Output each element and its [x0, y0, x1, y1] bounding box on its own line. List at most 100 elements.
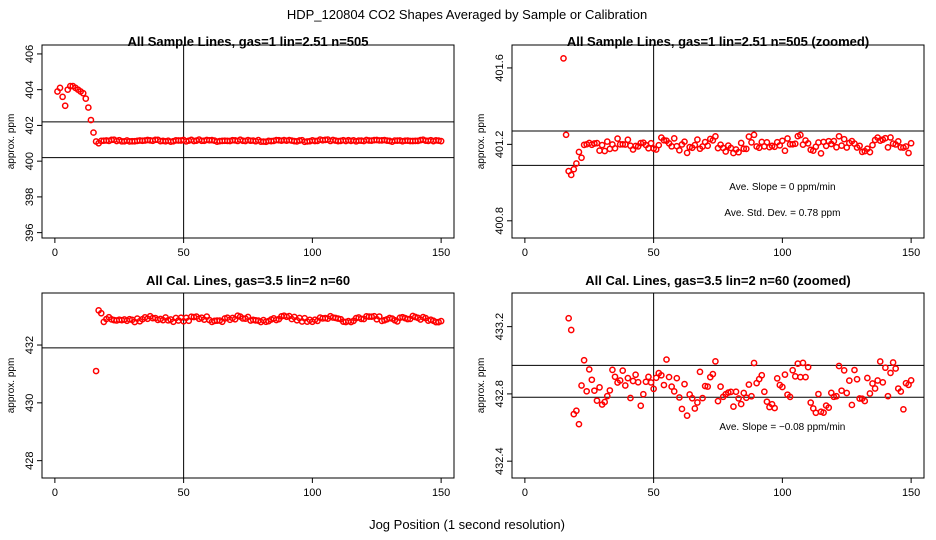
chart-cal-zoomed: All Cal. Lines, gas=3.5 lin=2 n=60 (zoom…: [476, 273, 925, 499]
series-plateau: [103, 312, 445, 326]
chart-cal: All Cal. Lines, gas=3.5 lin=2 n=60 0 50 100…: [6, 273, 455, 499]
data-point: [570, 165, 578, 173]
data-point: [900, 405, 907, 413]
data-point: [851, 366, 858, 374]
data-point: [820, 409, 827, 416]
data-point: [632, 371, 639, 379]
data-point: [645, 373, 652, 381]
data-point: [843, 389, 851, 397]
data-point: [575, 420, 583, 428]
data-point: [634, 378, 642, 386]
data-point: [773, 375, 781, 382]
data-point: [864, 374, 871, 382]
y-tick-label: 432.8: [494, 380, 506, 408]
data-point: [573, 407, 580, 415]
data-point: [871, 385, 879, 392]
data-point: [655, 141, 663, 149]
data-point: [621, 382, 629, 389]
y-tick-label: 402: [24, 116, 36, 134]
data-point: [804, 140, 812, 147]
data-point: [585, 366, 593, 373]
data-point: [87, 116, 95, 124]
annotation: Ave. Slope = 0 ppm/min: [729, 182, 835, 193]
data-point: [779, 137, 786, 145]
data-point: [892, 365, 900, 372]
data-point: [887, 134, 894, 141]
data-point: [404, 315, 411, 323]
data-point: [658, 371, 665, 379]
data-point: [619, 367, 627, 375]
data-point: [791, 140, 799, 148]
plot-frame: [511, 292, 925, 479]
y-axis-label: approx. ppm: [6, 358, 17, 414]
x-tick-label: 50: [178, 247, 190, 259]
data-point: [807, 399, 815, 406]
data-point: [694, 399, 701, 406]
data-point: [784, 135, 791, 142]
chart-title: All Sample Lines, gas=1 lin=2.51 n=505 (…: [567, 34, 869, 49]
series-plateau: [580, 131, 915, 157]
data-point: [562, 131, 570, 139]
data-point: [691, 405, 699, 412]
y-tick-label: 400: [24, 152, 36, 170]
x-tick-label: 50: [178, 487, 190, 499]
data-point: [609, 366, 616, 374]
data-point: [882, 364, 889, 372]
data-point: [791, 373, 799, 380]
data-point: [856, 142, 863, 150]
data-point: [583, 387, 591, 395]
data-point: [732, 388, 740, 396]
series-early: [54, 82, 103, 147]
y-tick-label: 401.2: [494, 131, 506, 159]
data-point: [437, 317, 445, 325]
data-point: [90, 129, 97, 136]
y-tick-label: 433.2: [494, 313, 506, 341]
data-point: [681, 138, 688, 146]
data-point: [601, 398, 609, 406]
data-point: [650, 385, 657, 393]
data-point: [627, 394, 634, 402]
data-point: [876, 358, 884, 365]
data-point: [907, 139, 915, 147]
data-point: [567, 171, 575, 179]
data-point: [59, 93, 66, 101]
data-point: [580, 356, 588, 364]
data-point: [789, 366, 797, 374]
data-point: [887, 369, 894, 377]
data-point: [688, 394, 696, 402]
chart-panels: All Sample Lines, gas=1 lin=2.51 n=505 0 5…: [6, 34, 925, 499]
data-point: [357, 315, 365, 323]
data-point: [812, 409, 820, 417]
y-tick-label: 396: [24, 223, 36, 241]
data-point: [905, 149, 912, 157]
data-point: [560, 55, 567, 62]
x-tick-label: 100: [303, 247, 321, 259]
data-point: [673, 374, 681, 382]
data-point: [598, 141, 606, 149]
data-point: [853, 375, 861, 383]
data-point: [830, 137, 838, 145]
data-point: [730, 403, 737, 410]
y-tick-label: 430: [24, 394, 36, 412]
figure-title: HDP_120804 CO2 Shapes Averaged by Sample…: [287, 7, 647, 22]
x-tick-label: 100: [303, 487, 321, 499]
data-point: [56, 84, 64, 92]
data-point: [884, 392, 892, 400]
y-axis-label: approx. ppm: [6, 114, 17, 170]
data-point: [694, 136, 701, 143]
data-point: [660, 381, 668, 389]
data-point: [97, 309, 105, 317]
y-tick-label: 404: [24, 80, 36, 98]
data-point: [712, 133, 719, 140]
data-point: [61, 102, 69, 110]
annotation: Ave. Slope = −0.08 ppm/min: [719, 422, 845, 433]
data-point: [833, 392, 840, 400]
plot-frame: [511, 44, 925, 239]
x-tick-label: 0: [522, 487, 528, 499]
data-point: [817, 150, 825, 157]
data-point: [665, 373, 673, 381]
data-point: [591, 140, 598, 147]
data-point: [884, 144, 892, 151]
data-point: [565, 314, 573, 322]
data-point: [616, 377, 624, 384]
